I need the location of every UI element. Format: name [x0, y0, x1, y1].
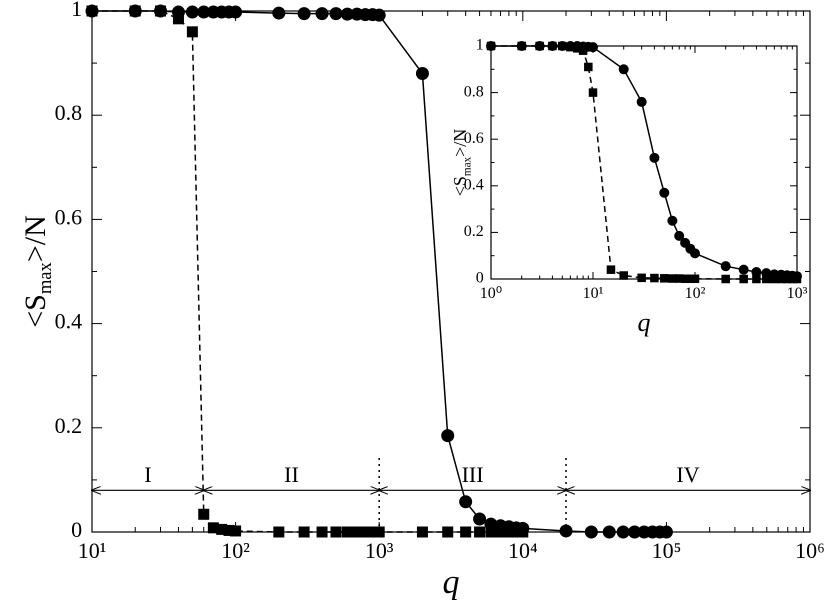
circle-marker — [459, 495, 473, 509]
y-tick-label: 0.8 — [55, 100, 83, 125]
x-tick-label: 10³ — [365, 538, 394, 563]
circle-marker — [636, 96, 647, 107]
square-marker — [186, 26, 198, 38]
y-axis-label-part: <S — [450, 176, 470, 196]
square-marker — [588, 88, 598, 97]
square-marker — [198, 508, 210, 520]
region-label: IV — [676, 462, 699, 487]
square-marker — [566, 42, 575, 52]
square-marker — [230, 525, 242, 537]
x-tick-label: 10² — [685, 285, 706, 302]
y-tick-label: 1 — [71, 0, 82, 21]
square-marker — [207, 522, 219, 534]
circle-marker — [372, 8, 386, 22]
y-tick-label: 0.8 — [464, 83, 484, 100]
y-axis-label: <Smax>/N — [19, 215, 56, 328]
circle-marker — [751, 267, 762, 278]
y-axis-label-part: max — [35, 261, 56, 294]
plot-frame — [91, 10, 811, 533]
plot-frame — [490, 45, 798, 280]
y-tick-label: 0.4 — [55, 309, 83, 334]
x-tick-label: 10¹ — [78, 538, 107, 563]
x-tick-label: 10⁴ — [508, 538, 538, 563]
circle-marker — [315, 7, 329, 21]
circle-marker — [415, 67, 429, 81]
circle-marker — [197, 5, 211, 19]
square-marker — [619, 271, 628, 280]
circle-marker — [229, 5, 243, 19]
y-tick-label: 1 — [476, 37, 484, 54]
circle-marker — [649, 152, 660, 163]
y-axis-label: <Smax>/N — [450, 129, 473, 197]
square-marker — [584, 62, 593, 72]
plot: 10⁰ 10¹ 10² 10³ 0 0.2 0.4 0.6 0.8 1 q <Smax>/N — [450, 37, 807, 337]
region-label: II — [284, 462, 299, 487]
region-label: III — [462, 462, 484, 487]
circle-marker — [185, 5, 199, 19]
x-tick-label: 10² — [221, 538, 250, 563]
circle-marker — [329, 7, 343, 21]
circle-marker — [674, 230, 685, 241]
y-axis-label-part: max — [461, 156, 473, 176]
square-marker — [572, 44, 582, 53]
square-marker — [606, 265, 616, 274]
y-axis-label-part: >/N — [19, 215, 52, 262]
square-marker — [223, 524, 235, 536]
region-label: I — [144, 462, 151, 487]
square-marker — [216, 523, 228, 535]
circle-marker — [272, 6, 286, 20]
plot-area — [491, 46, 797, 279]
circle-marker — [667, 215, 678, 226]
square-marker — [650, 273, 659, 283]
y-tick-label: 0.6 — [55, 204, 83, 229]
x-tick-label: 10⁶ — [795, 538, 825, 563]
square-marker — [578, 46, 588, 55]
y-axis-label-part: <S — [19, 294, 52, 328]
circle-marker — [659, 187, 670, 198]
y-tick-label: 0 — [476, 270, 484, 287]
circle-marker — [720, 261, 731, 272]
x-tick-label: 10⁰ — [480, 285, 502, 302]
x-axis-label: q — [638, 308, 651, 337]
circle-marker — [559, 524, 573, 538]
square-marker — [660, 274, 669, 283]
x-tick-label: 10³ — [787, 285, 808, 302]
circle-marker — [297, 7, 311, 21]
circle-marker — [588, 42, 598, 53]
x-tick-label: 10¹ — [583, 285, 604, 302]
circle-marker — [738, 264, 749, 275]
y-axis-label-part: >/N — [450, 129, 470, 157]
x-tick-label: 10⁵ — [652, 538, 682, 563]
circle-marker — [441, 429, 455, 443]
circle-marker — [473, 512, 487, 526]
circle-marker — [618, 64, 629, 75]
x-axis-label: q — [443, 564, 460, 601]
y-tick-label: 0.6 — [464, 130, 484, 147]
y-tick-label: 0.4 — [464, 176, 484, 193]
y-tick-label: 0.2 — [55, 413, 83, 438]
y-tick-label: 0 — [71, 517, 82, 542]
circle-marker — [690, 248, 700, 259]
y-tick-label: 0.2 — [464, 223, 484, 240]
square-marker — [637, 273, 646, 283]
square-marker — [172, 13, 184, 25]
